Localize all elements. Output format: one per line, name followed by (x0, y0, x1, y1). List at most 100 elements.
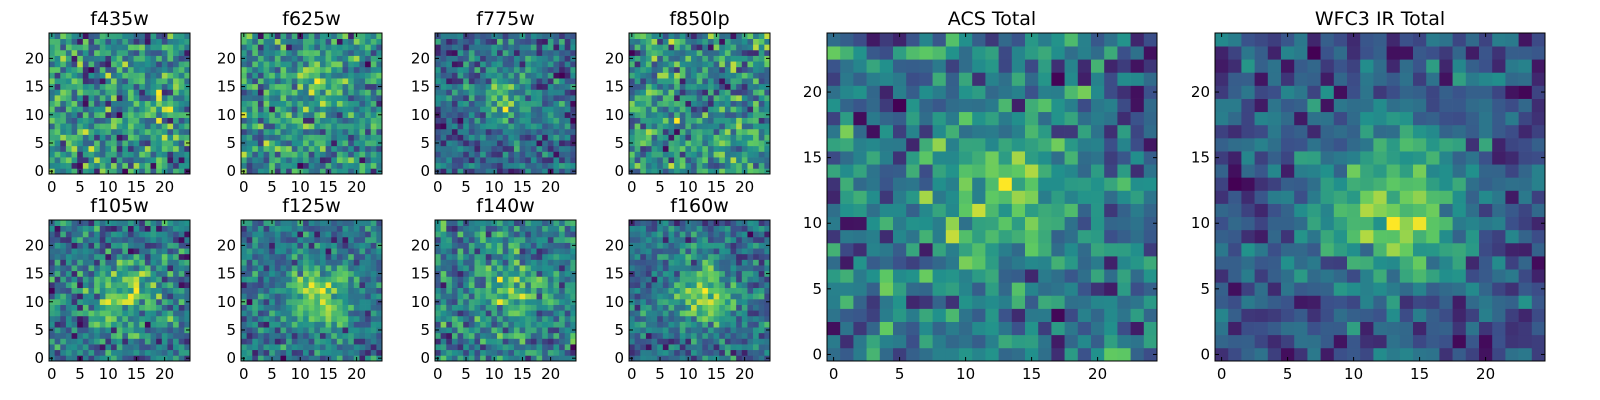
heatmap-cell (536, 310, 543, 317)
heatmap-cell (440, 61, 447, 68)
heatmap-cell (319, 162, 326, 169)
heatmap-cell (82, 293, 89, 300)
heatmap-cell (730, 282, 737, 289)
heatmap-cell (133, 83, 140, 90)
heatmap-cell (308, 327, 315, 334)
heatmap-cell (280, 338, 287, 345)
heatmap-cell (736, 344, 743, 351)
heatmap-cell (319, 66, 326, 73)
heatmap-cell (49, 344, 55, 351)
heatmap-cell (325, 259, 332, 266)
heatmap-cell (161, 44, 168, 51)
heatmap-cell (536, 33, 543, 39)
heatmap-cell (758, 72, 765, 79)
heatmap-cell (297, 298, 304, 305)
heatmap-cell (542, 89, 549, 96)
heatmap-cell (65, 293, 72, 300)
heatmap-cell (167, 332, 174, 339)
heatmap-cell (463, 276, 470, 283)
heatmap-cell (308, 168, 315, 175)
heatmap-cell (365, 248, 372, 255)
heatmap-cell (547, 100, 554, 107)
heatmap-cell (122, 44, 129, 51)
y-tick-label: 5 (34, 134, 44, 152)
heatmap-cell (674, 111, 681, 118)
heatmap-cell (314, 327, 321, 334)
heatmap-cell (753, 145, 760, 152)
heatmap-cell (105, 276, 112, 283)
heatmap-cell (564, 168, 571, 175)
heatmap-cell (713, 145, 720, 152)
heatmap-cell (156, 72, 163, 79)
heatmap-cell (269, 49, 276, 56)
heatmap-cell (497, 49, 504, 56)
heatmap-cell (286, 293, 293, 300)
heatmap-cell (463, 236, 470, 243)
heatmap-cell (730, 332, 737, 339)
heatmap-cell (161, 287, 168, 294)
heatmap-cell (502, 304, 509, 311)
heatmap-cell (696, 89, 703, 96)
heatmap-cell (674, 49, 681, 56)
heatmap-cell (640, 298, 647, 305)
heatmap-cell (286, 248, 293, 255)
heatmap-cell (530, 66, 537, 73)
heatmap-cell (502, 140, 509, 147)
heatmap-cell (758, 78, 765, 85)
heatmap-cell (122, 140, 129, 147)
heatmap-cell (634, 332, 641, 339)
heatmap-cell (758, 95, 765, 102)
heatmap-cell (286, 38, 293, 45)
heatmap-cell (359, 242, 366, 249)
heatmap-cell (342, 220, 349, 226)
heatmap-cell (144, 220, 151, 226)
heatmap-cell (485, 259, 492, 266)
heatmap-cell (161, 151, 168, 158)
heatmap-cell (94, 315, 101, 322)
heatmap-cell (359, 293, 366, 300)
heatmap-cell (246, 83, 253, 90)
heatmap-cell (640, 162, 647, 169)
heatmap-cell (331, 293, 338, 300)
heatmap-cell (747, 44, 754, 51)
heatmap-cell (497, 95, 504, 102)
heatmap-cell (451, 248, 458, 255)
heatmap-cell (122, 225, 129, 232)
heatmap-cell (184, 106, 191, 113)
heatmap-cell (303, 44, 310, 51)
heatmap-cell (542, 231, 549, 238)
heatmap-cell (308, 355, 315, 362)
heatmap-cell (457, 145, 464, 152)
heatmap-cell (274, 83, 281, 90)
heatmap-cell (651, 315, 658, 322)
heatmap-cell (674, 38, 681, 45)
heatmap-cell (178, 49, 185, 56)
heatmap-cell (376, 44, 383, 51)
heatmap-cell (297, 83, 304, 90)
heatmap-cell (161, 349, 168, 356)
heatmap-cell (519, 95, 526, 102)
heatmap-cell (662, 145, 669, 152)
heatmap-cell (547, 265, 554, 272)
heatmap-cell (331, 72, 338, 79)
heatmap-cell (71, 83, 78, 90)
heatmap-cell (365, 162, 372, 169)
heatmap-cell (736, 83, 743, 90)
heatmap-cell (336, 33, 343, 39)
heatmap-cell (764, 128, 771, 135)
heatmap-cell (370, 168, 377, 175)
heatmap-cell (246, 145, 253, 152)
heatmap-cell (691, 111, 698, 118)
heatmap-cell (353, 55, 360, 62)
heatmap-cell (530, 55, 537, 62)
heatmap-cell (144, 298, 151, 305)
heatmap-cell (133, 253, 140, 260)
heatmap-cell (463, 140, 470, 147)
heatmap-cell (274, 270, 281, 277)
heatmap-cell (342, 134, 349, 141)
heatmap-cell (640, 327, 647, 334)
heatmap-cell (116, 242, 123, 249)
heatmap-cell (764, 66, 771, 73)
heatmap-cell (257, 157, 264, 164)
heatmap-cell (691, 355, 698, 362)
